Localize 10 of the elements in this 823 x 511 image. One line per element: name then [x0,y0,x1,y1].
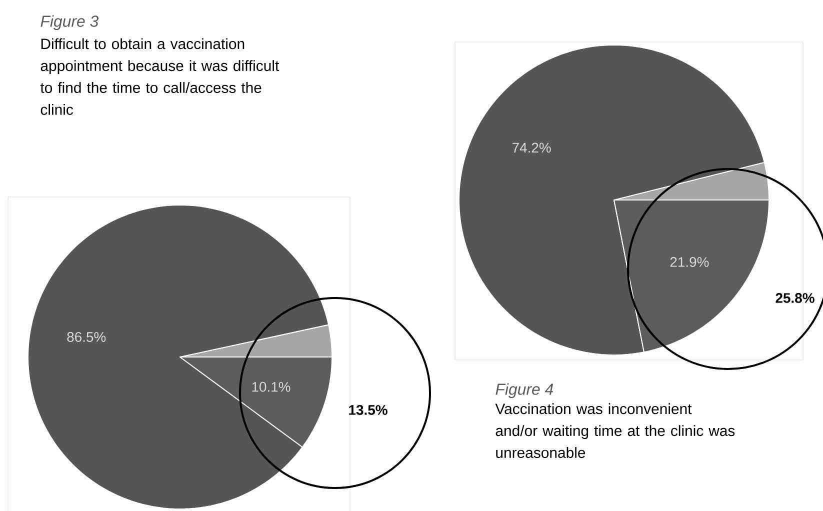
data-label: 86.5% [67,332,106,342]
data-label: 10.1% [252,382,290,392]
text: Vaccination was inconvenient and/or waiting time at the clinic was unreasonable [495,403,735,458]
text: 25.8% [776,293,814,303]
data-label: 74.2% [512,142,551,153]
text: 13.5% [349,405,388,415]
data-label: 21.9% [670,257,709,267]
chart-subtitle: Difficult to obtain a vaccination appointment because it was difficult to find the time to call/access the clinic [40,38,280,115]
text: Figure 4 [496,383,554,398]
chart-title: Figure 3 [40,15,99,30]
